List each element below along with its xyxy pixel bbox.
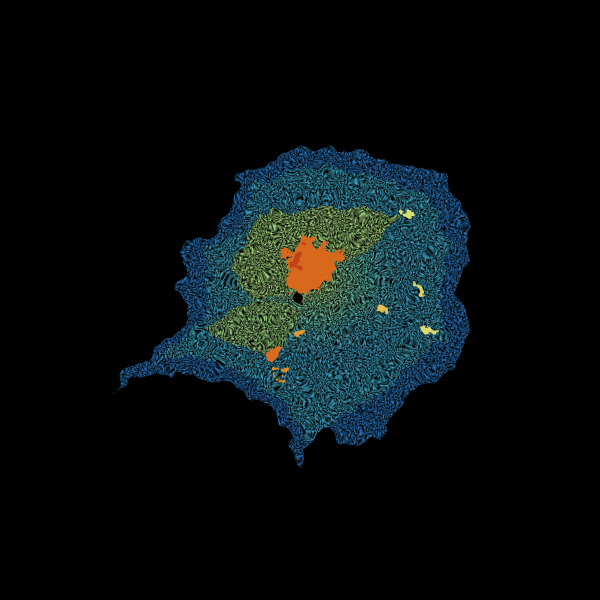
- hot-patch: [275, 367, 289, 377]
- center-point: [293, 293, 303, 303]
- hot-patch: [295, 328, 305, 336]
- warm-patch: [415, 286, 425, 294]
- bright-band-low: [200, 300, 300, 350]
- hot-spots: [263, 208, 437, 377]
- warm-patch: [376, 305, 388, 315]
- warm-patch: [423, 325, 437, 335]
- hot-patch: [263, 346, 281, 358]
- hot-inner: [290, 248, 305, 270]
- warm-patch: [398, 208, 412, 218]
